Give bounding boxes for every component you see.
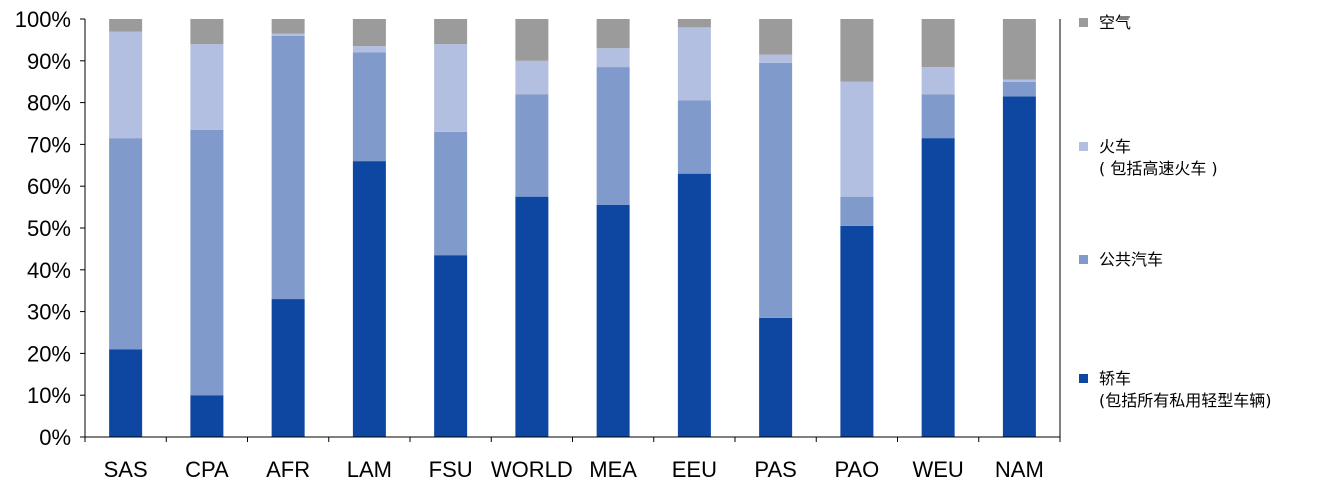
bar-eeu-series-1 (677, 100, 711, 174)
bar-lam-series-1 (352, 52, 386, 162)
y-tick-label: 0% (39, 425, 71, 450)
bar-fsu-series-0 (434, 255, 468, 437)
bar-nam-series-2 (1002, 79, 1036, 82)
bar-eeu-series-3 (677, 19, 711, 28)
bar-afr-series-0 (271, 299, 305, 437)
x-tick-label-pao: PAO (834, 457, 879, 482)
legend-label-series-2: 火车 (1099, 137, 1131, 156)
bar-pas-series-1 (759, 62, 793, 318)
bar-mea-series-3 (596, 19, 630, 49)
bar-fsu-series-1 (434, 131, 468, 256)
bar-sas-series-3 (109, 19, 143, 32)
y-tick-label: 50% (27, 216, 71, 241)
bar-pas-series-2 (759, 54, 793, 63)
bar-pas-series-3 (759, 19, 793, 55)
bar-pao-series-2 (840, 81, 874, 197)
bar-sas-series-2 (109, 31, 143, 139)
x-tick-label-world: WORLD (491, 457, 573, 482)
bar-pao-series-0 (840, 225, 874, 437)
bar-sas-series-0 (109, 349, 143, 437)
y-tick-label: 40% (27, 258, 71, 283)
bar-mea-series-0 (596, 205, 630, 437)
legend-label-series-1: 公共汽车 (1099, 250, 1163, 269)
bar-afr-series-2 (271, 33, 305, 36)
bar-pao-series-3 (840, 19, 874, 82)
bar-eeu-series-2 (677, 27, 711, 101)
bar-world-series-3 (515, 19, 549, 61)
bar-weu-series-2 (921, 67, 955, 95)
bar-mea-series-2 (596, 48, 630, 68)
legend-label-series-3: 空气 (1099, 13, 1131, 32)
legend-sublabel-series-2: ( 包括高速火车 ) (1099, 159, 1218, 178)
y-axis: 0% 10% 20% 30% 40% 50% 60% 70% 80% 90% 100% (15, 7, 1061, 450)
x-tick-label-sas: SAS (104, 457, 148, 482)
bar-lam-series-0 (352, 161, 386, 437)
x-tick-label-weu: WEU (912, 457, 963, 482)
bar-weu-series-3 (921, 19, 955, 68)
legend-swatch-series-0 (1079, 374, 1088, 383)
bar-lam-series-3 (352, 19, 386, 47)
bar-nam-series-1 (1002, 81, 1036, 97)
bar-weu-series-0 (921, 138, 955, 437)
bar-fsu-series-3 (434, 19, 468, 45)
bar-afr-series-3 (271, 19, 305, 34)
y-tick-label: 100% (15, 7, 71, 32)
bar-cpa-series-1 (190, 129, 224, 396)
bar-world-series-1 (515, 94, 549, 197)
legend-label-series-0: 轿车 (1099, 369, 1131, 388)
y-tick-label: 30% (27, 300, 71, 325)
bar-sas-series-1 (109, 138, 143, 350)
x-axis: SAS CPA AFR LAM FSU WORLD MEA EEU PAS PAO WEU NAM (84, 436, 1061, 482)
legend-swatch-series-3 (1079, 18, 1088, 27)
legend-sublabel-series-0: (包括所有私用轻型车辆) (1099, 391, 1272, 410)
bar-pao-series-1 (840, 196, 874, 226)
x-tick-label-pas: PAS (754, 457, 796, 482)
x-tick-label-fsu: FSU (429, 457, 473, 482)
x-tick-label-eeu: EEU (672, 457, 717, 482)
y-tick-label: 80% (27, 91, 71, 116)
bar-nam-series-3 (1002, 19, 1036, 80)
x-tick-label-nam: NAM (995, 457, 1044, 482)
bar-cpa-series-2 (190, 44, 224, 130)
bar-fsu-series-2 (434, 44, 468, 132)
bar-world-series-2 (515, 60, 549, 95)
y-tick-label: 70% (27, 132, 71, 157)
bar-cpa-series-0 (190, 395, 224, 437)
y-tick-label: 20% (27, 341, 71, 366)
bars-group (109, 19, 1036, 437)
bar-weu-series-1 (921, 94, 955, 139)
x-tick-label-lam: LAM (347, 457, 392, 482)
legend-swatch-series-2 (1079, 142, 1088, 151)
bar-eeu-series-0 (677, 173, 711, 437)
bar-nam-series-0 (1002, 96, 1036, 437)
x-tick-label-afr: AFR (266, 457, 310, 482)
bar-mea-series-1 (596, 67, 630, 206)
y-tick-label: 90% (27, 49, 71, 74)
bar-world-series-0 (515, 196, 549, 437)
bar-cpa-series-3 (190, 19, 224, 45)
bar-pas-series-0 (759, 317, 793, 437)
y-tick-label: 60% (27, 174, 71, 199)
bar-afr-series-1 (271, 35, 305, 300)
bar-lam-series-2 (352, 46, 386, 53)
legend-swatch-series-1 (1079, 255, 1088, 264)
x-tick-label-mea: MEA (589, 457, 637, 482)
x-tick-label-cpa: CPA (185, 457, 229, 482)
y-tick-label: 10% (27, 383, 71, 408)
